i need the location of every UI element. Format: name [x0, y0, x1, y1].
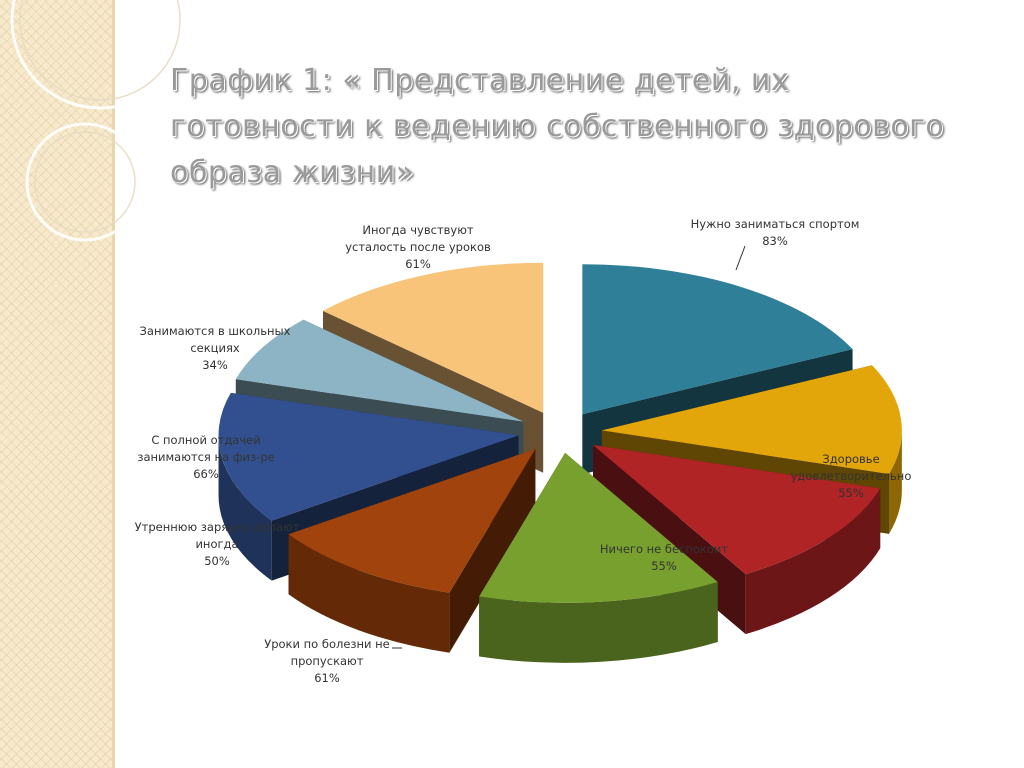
side-panel-border [112, 0, 115, 768]
leader-line-1 [735, 245, 746, 271]
chart-title: График 1: « Представление детей, их гото… [170, 63, 945, 190]
slice-label-1: Нужно заниматься спортом 83% [691, 217, 860, 248]
slice-label-8: Иногда чувствуют усталость после уроков 61… [345, 223, 491, 271]
slice-label-5: Утреннюю зарядку делают иногда 50% [135, 520, 300, 568]
slice-label-7: Занимаются в школьных секциях 34% [140, 324, 291, 372]
slice-label-6: С полной отдачей занимаются на физ-ре 66% [137, 433, 274, 481]
decorative-circles [10, 0, 190, 242]
slice-label-2: Здоровье удовлетворительно 55% [791, 452, 912, 500]
slice-label-4: Уроки по болезни не пропускают 61% [264, 637, 390, 685]
pie-slice-4 [479, 452, 718, 663]
slice-label-3: Ничего не беспокоит 55% [600, 542, 728, 573]
pie-slice-5 [288, 448, 536, 653]
decorative-side-panel [0, 0, 112, 768]
